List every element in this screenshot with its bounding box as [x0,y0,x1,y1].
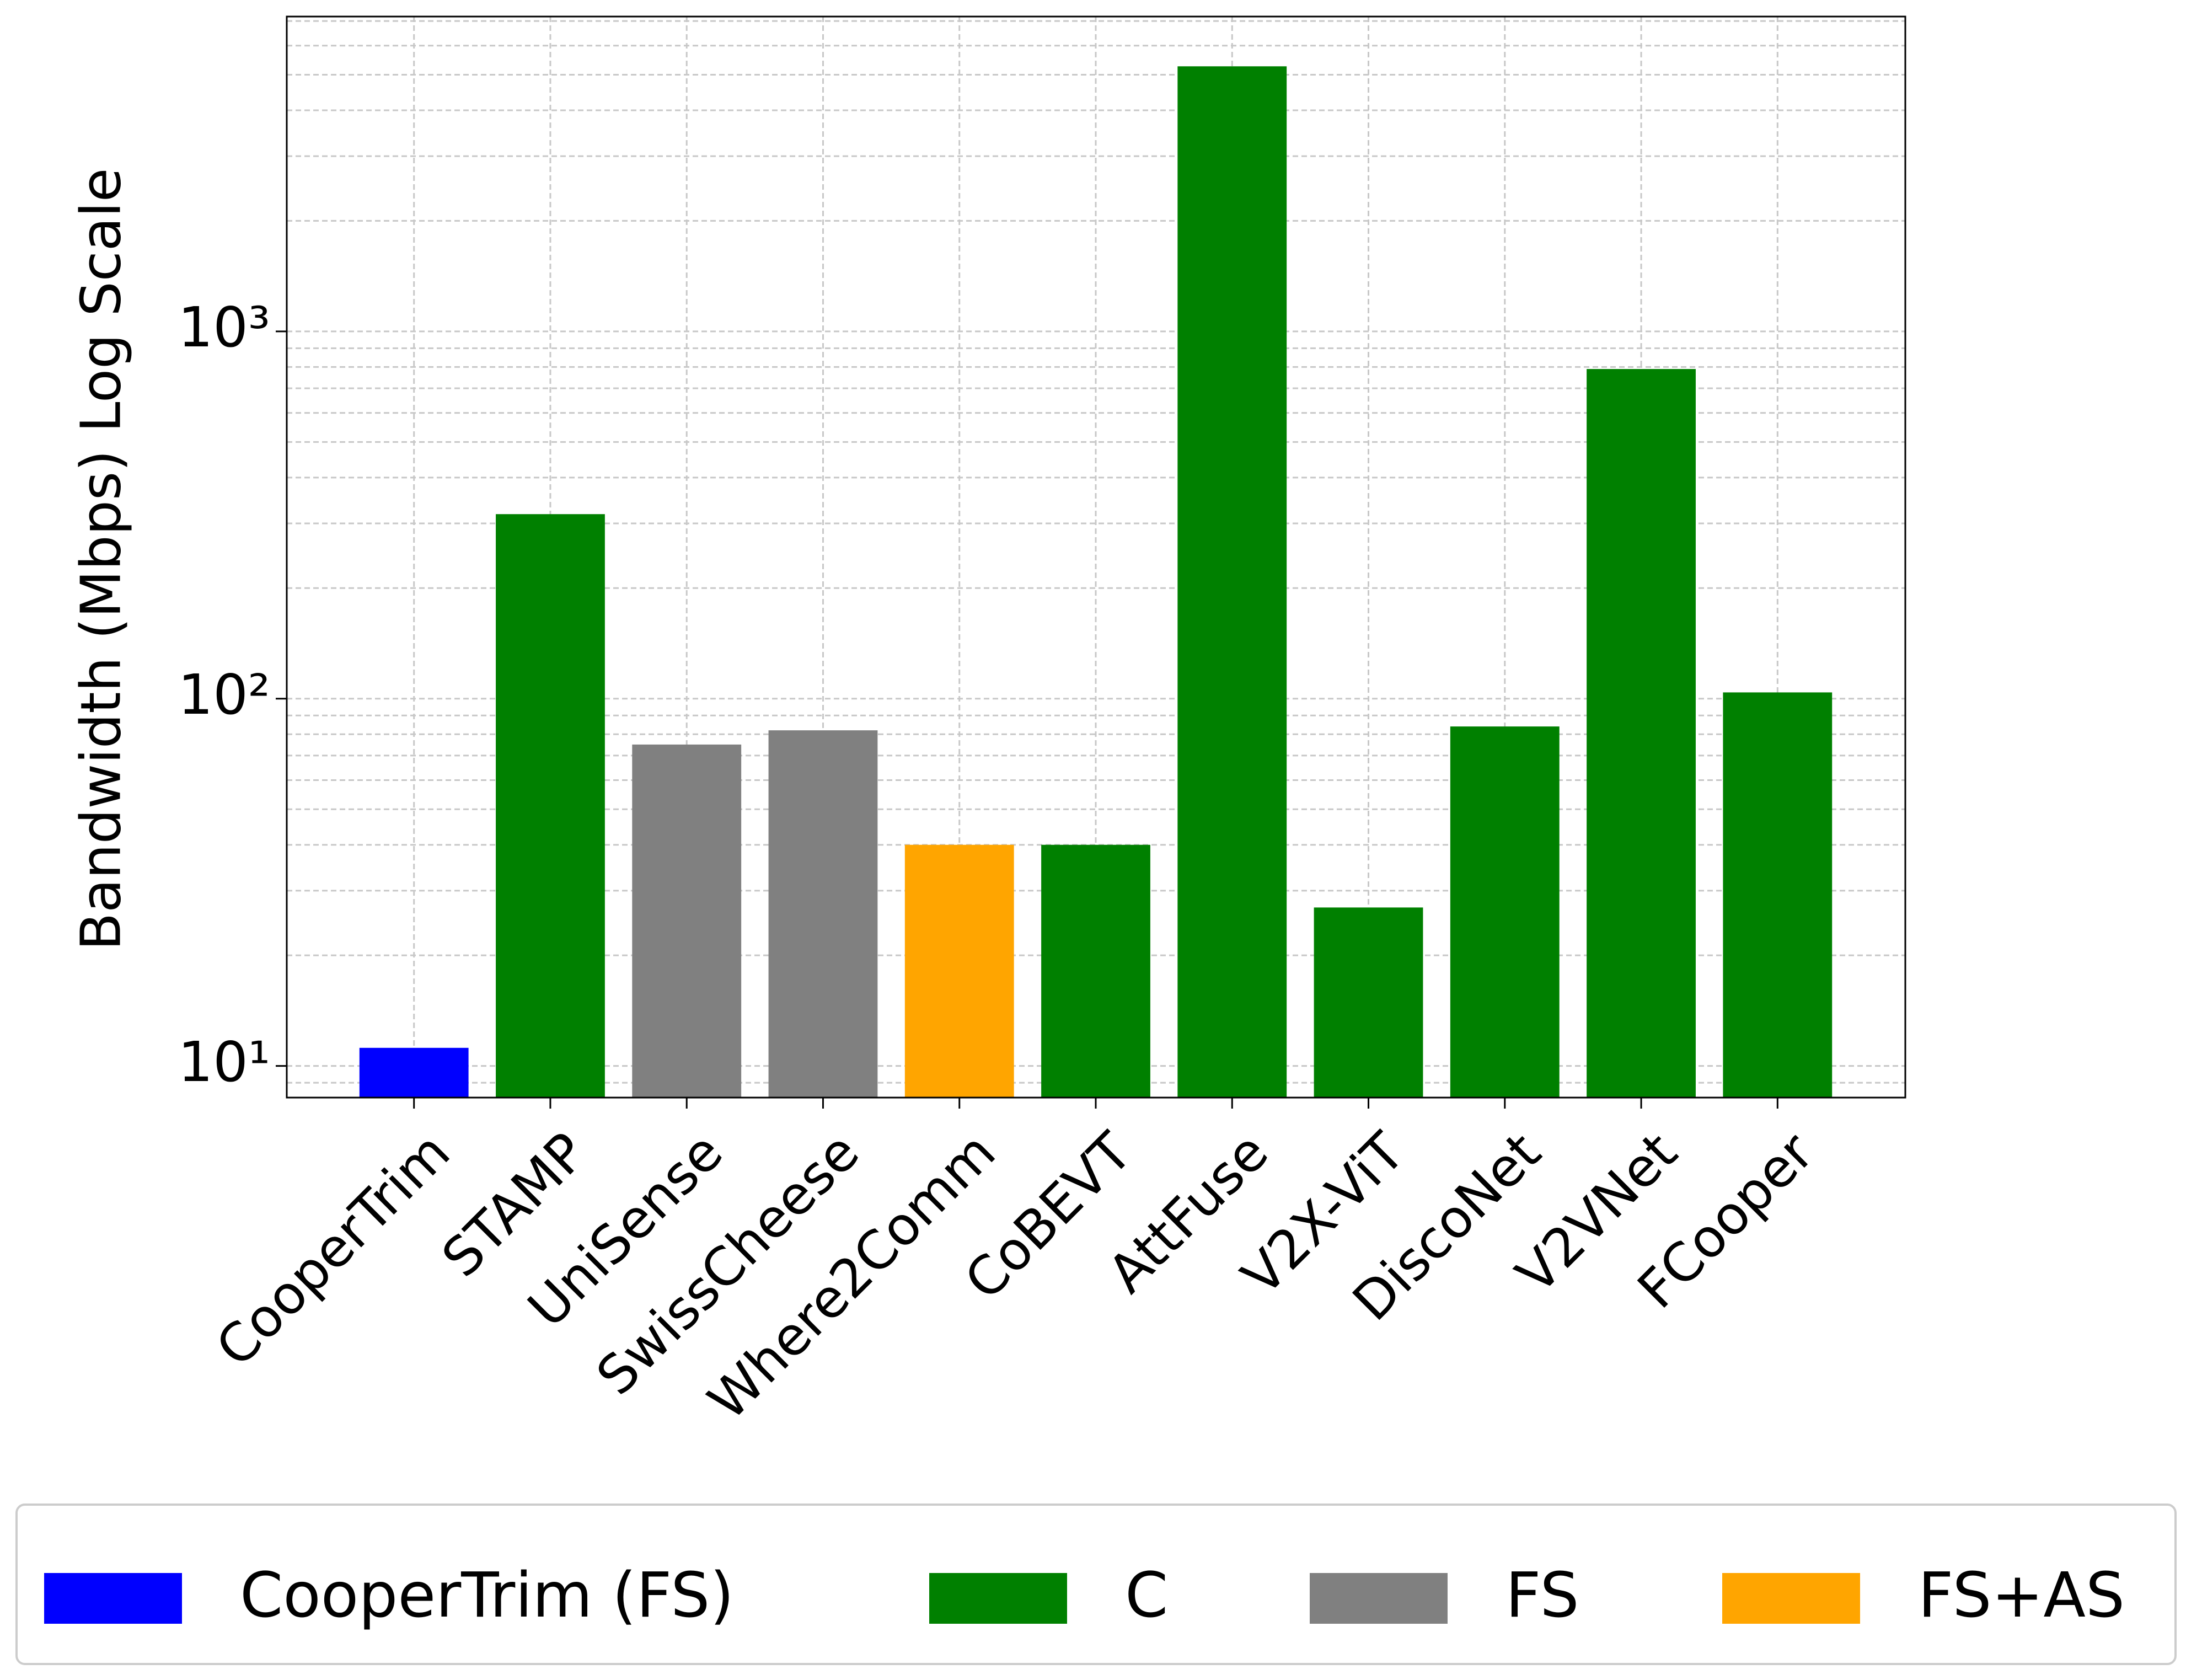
legend-label: C [1125,1560,1168,1631]
legend-label: CooperTrim (FS) [240,1560,734,1631]
bar [768,730,878,1098]
y-tick-label: 10¹ [178,1030,270,1094]
y-axis-label: Bandwidth (Mbps) Log Scale [68,168,133,951]
y-tick-label: 10² [178,662,270,727]
bar [904,844,1014,1098]
legend-label: FS+AS [1918,1560,2125,1631]
bar [1587,369,1696,1098]
bar [1177,66,1287,1098]
bar [1450,726,1560,1098]
legend-label: FS [1505,1560,1579,1631]
legend-swatch [1310,1573,1448,1624]
y-tick-label: 10³ [178,295,270,360]
x-tick-label: CooperTrim [205,1121,462,1378]
bar [1314,907,1423,1098]
bar [359,1047,469,1098]
bar [632,744,742,1098]
plot-frame [286,15,1906,1099]
bar [1041,844,1150,1098]
bar [1723,692,1833,1098]
legend-box [15,1504,2177,1665]
legend-swatch [1722,1573,1860,1624]
bar [496,514,605,1098]
legend-swatch [44,1573,182,1624]
legend-swatch [929,1573,1067,1624]
